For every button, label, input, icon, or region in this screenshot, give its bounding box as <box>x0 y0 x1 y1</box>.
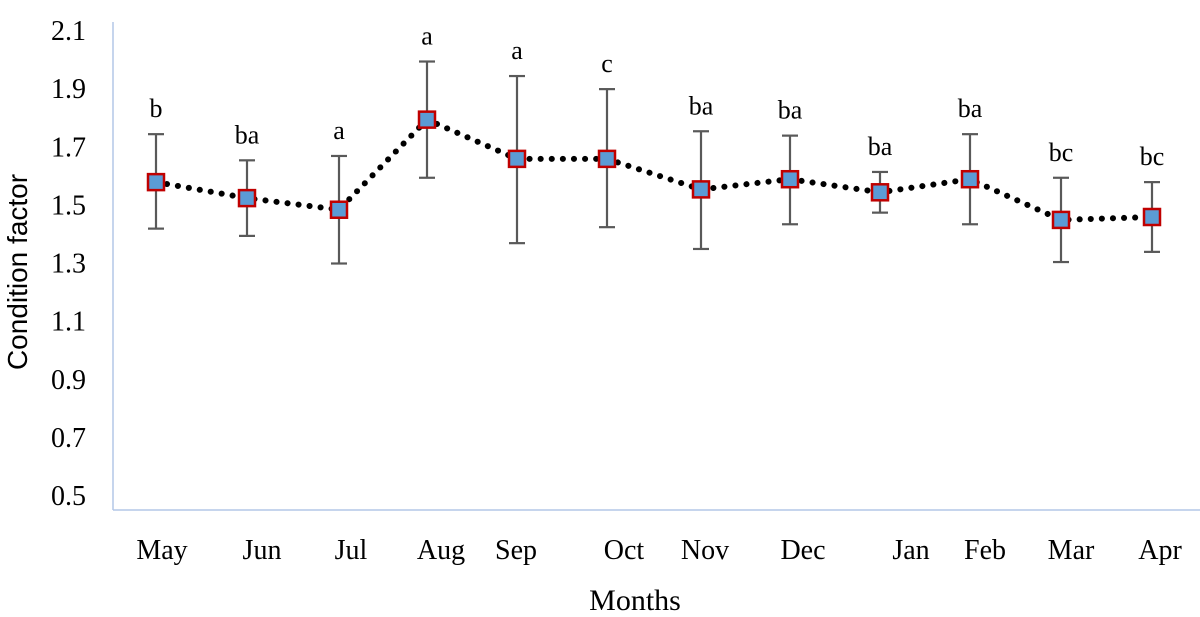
marker-jun <box>237 188 257 208</box>
significance-label-mar: bc <box>1049 138 1074 167</box>
significance-label-jun: ba <box>235 120 260 149</box>
y-axis-title: Condition factor <box>2 174 33 370</box>
y-tick-label: 0.5 <box>51 481 86 512</box>
x-tick-label-aug: Aug <box>417 535 465 566</box>
significance-label-apr: bc <box>1140 142 1165 171</box>
x-tick-label-jun: Jun <box>243 535 282 566</box>
x-tick-label-jul: Jul <box>335 535 368 566</box>
y-tick-label: 1.9 <box>51 74 86 105</box>
significance-label-feb: ba <box>958 94 983 123</box>
y-tick-label: 1.7 <box>51 132 86 163</box>
significance-label-dec: ba <box>778 96 803 125</box>
significance-label-jan: ba <box>868 132 893 161</box>
significance-label-aug: a <box>421 22 433 51</box>
marker-oct <box>597 149 617 169</box>
marker-mar <box>1051 210 1071 230</box>
marker-apr <box>1142 207 1162 227</box>
significance-label-nov: ba <box>689 91 714 120</box>
marker-may <box>146 172 166 192</box>
y-tick-label: 2.1 <box>51 16 86 47</box>
x-axis-title: Months <box>589 584 681 617</box>
series-line <box>153 116 1155 223</box>
x-tick-labels: May Jun Jul Aug Sep Oct Nov Dec Jan Feb Mar Apr <box>136 535 1182 566</box>
marker-nov <box>691 180 711 199</box>
y-tick-label: 1.5 <box>51 190 86 221</box>
x-tick-label-apr: Apr <box>1138 535 1182 566</box>
marker-sep <box>507 149 527 169</box>
y-tick-label: 1.1 <box>51 307 86 338</box>
marker-jan <box>870 183 890 202</box>
marker-dec <box>780 169 800 189</box>
x-tick-label-may: May <box>136 535 187 566</box>
y-tick-label: 1.3 <box>51 249 86 280</box>
x-tick-label-dec: Dec <box>780 535 825 566</box>
significance-label-may: b <box>150 94 163 123</box>
y-tick-labels: 0.5 0.7 0.9 1.1 1.3 1.5 1.7 1.9 2.1 <box>51 16 86 512</box>
x-tick-label-jan: Jan <box>892 535 929 566</box>
x-tick-label-sep: Sep <box>495 535 537 566</box>
y-tick-label: 0.7 <box>51 423 86 454</box>
significance-labels: b ba a a a c ba ba ba ba bc bc <box>150 22 1165 172</box>
significance-label-sep: a <box>511 36 523 65</box>
y-tick-label: 0.9 <box>51 365 86 396</box>
x-tick-label-feb: Feb <box>964 535 1006 566</box>
significance-label-oct: c <box>601 49 613 78</box>
data-markers <box>146 110 1162 230</box>
x-tick-label-mar: Mar <box>1048 535 1095 566</box>
error-bars <box>148 60 1160 265</box>
significance-label-jul: a <box>333 116 345 145</box>
x-tick-label-nov: Nov <box>681 535 729 566</box>
marker-jul <box>329 200 349 219</box>
marker-aug <box>417 110 437 129</box>
x-tick-label-oct: Oct <box>604 535 645 566</box>
marker-feb <box>960 169 980 189</box>
